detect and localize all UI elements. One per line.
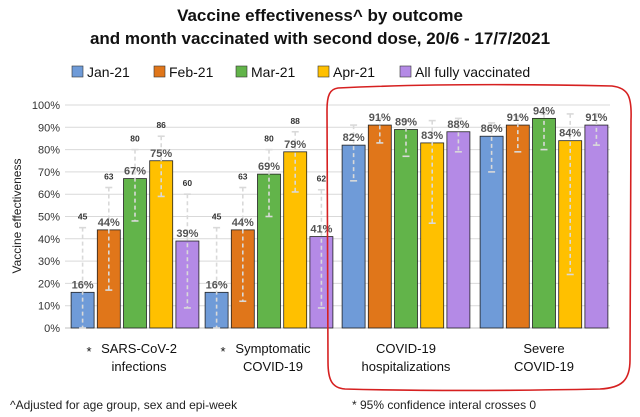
ci-upper-label: 63 [238,172,248,182]
ci-upper-label: 45 [78,212,88,222]
y-tick-label: 80% [38,145,60,157]
value-label: 91% [507,112,529,124]
y-tick-label: 0% [44,323,60,335]
legend-swatch [153,65,166,78]
y-tick-label: 70% [38,167,60,179]
value-label: 67% [124,166,146,178]
value-label: 83% [421,130,443,142]
bar [505,124,530,329]
legend-label: Feb-21 [169,64,214,80]
value-label: 89% [395,117,417,129]
value-label: 44% [98,217,120,229]
y-axis-label: Vaccine effectiveness [10,159,24,274]
value-label: 82% [343,132,365,144]
bar [175,240,200,329]
ci-upper-label: 63 [104,172,114,182]
bar [394,129,418,329]
bar [479,135,504,329]
legend-swatch [317,65,330,78]
footnote-adjusted: ^Adjusted for age group, sex and epi-wee… [10,398,238,412]
bar [257,173,281,329]
ci-upper-label: 80 [264,134,274,144]
ci-upper-label: 45 [212,212,222,222]
footnote-confidence: * 95% confidence interal crosses 0 [352,398,536,412]
category-label-line2: hospitalizations [362,359,451,374]
value-label: 79% [284,139,306,151]
legend-label: Mar-21 [251,64,296,80]
value-label: 91% [585,112,607,124]
y-axis: 0% 10% 20% 30% 40% 50% 60% 70% 80% 90% 100% [32,100,60,335]
category-label-line1: COVID-19 [376,341,436,356]
legend-swatch [71,65,84,78]
value-label: 91% [369,112,391,124]
bar [446,131,471,329]
legend-swatch [399,65,412,78]
category-label-line2: COVID-19 [243,359,303,374]
ci-upper-label: 62 [317,174,327,184]
bar [341,144,366,329]
bar [584,124,609,329]
legend-label: All fully vaccinated [415,64,530,80]
chart-title-line1: Vaccine effectiveness^ by outcome [177,6,463,25]
category-asterisk: * [220,344,225,359]
y-tick-label: 30% [38,256,60,268]
legend-swatch [235,65,248,78]
value-label: 94% [533,105,555,117]
value-label: 44% [232,217,254,229]
y-tick-label: 90% [38,122,60,134]
value-label: 86% [481,123,503,135]
legend-label: Jan-21 [87,64,130,80]
value-label: 75% [150,148,172,160]
category-label-line1: Severe [523,341,564,356]
legend-label: Apr-21 [333,64,375,80]
bar [367,124,392,329]
data-labels: 16% 45 44% 63 67% 80 75% 86 39% 60 16% 45 44% 63 69% 80… [72,105,608,291]
value-label: 84% [559,128,581,140]
bar [532,117,556,329]
chart-title-line2: and month vaccinated with second dose, 2… [90,29,550,48]
value-label: 16% [206,279,228,291]
y-tick-label: 40% [38,234,60,246]
ci-upper-label: 88 [290,116,300,126]
value-label: 41% [310,224,332,236]
bar [283,151,308,329]
ci-upper-label: 60 [183,178,193,188]
ci-upper-label: 86 [156,120,166,130]
category-label-line2: infections [112,359,167,374]
y-tick-label: 50% [38,212,60,224]
value-label: 39% [176,228,198,240]
y-tick-label: 10% [38,301,60,313]
category-label-line1: SARS-CoV-2 [101,341,177,356]
category-asterisk: * [86,344,91,359]
category-label-line2: COVID-19 [514,359,574,374]
ci-upper-label: 80 [130,134,140,144]
x-axis: * SARS-CoV-2 infections * Symptomatic COVID-1… [86,341,574,374]
bars [70,117,609,329]
value-label: 69% [258,161,280,173]
legend: Jan-21 Feb-21 Mar-21 Apr-21 All fully vaccin… [71,64,530,80]
y-tick-label: 20% [38,278,60,290]
y-tick-label: 100% [32,100,60,112]
error-bars [79,113,600,329]
y-tick-label: 60% [38,189,60,201]
value-label: 16% [72,279,94,291]
value-label: 88% [447,119,469,131]
category-label-line1: Symptomatic [235,341,311,356]
highlight-outline [326,83,632,392]
